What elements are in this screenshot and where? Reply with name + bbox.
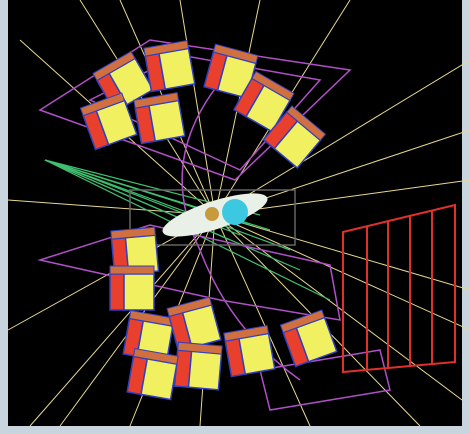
crystal-top [279, 309, 326, 334]
crystal-top [223, 324, 270, 342]
crystal-top [92, 50, 136, 82]
crystal-top [177, 341, 223, 355]
track [214, 59, 470, 216]
outline [129, 189, 296, 246]
crystal-top [110, 226, 156, 240]
vertex [162, 193, 268, 237]
crystal-face [238, 332, 276, 375]
track [214, 214, 311, 427]
crystal-top [109, 265, 155, 275]
panel [342, 203, 456, 374]
crystal-top [166, 296, 213, 317]
track [29, 214, 216, 427]
crystal-face [187, 350, 223, 391]
crystal-top [286, 105, 327, 142]
track [44, 159, 301, 271]
crystal-top [212, 43, 259, 64]
crystal-face [148, 99, 186, 142]
outline [259, 349, 391, 411]
crystal-top [251, 70, 295, 102]
crystal-face [123, 273, 155, 311]
track [44, 159, 291, 251]
crystal-face [140, 358, 178, 401]
muon-panels [342, 203, 456, 374]
crystal-top [79, 92, 126, 117]
crystal-face [158, 47, 196, 90]
track [214, 214, 463, 401]
sphere [205, 207, 219, 221]
crystal-side [109, 273, 125, 311]
crystal-top [133, 91, 180, 109]
crystals [79, 39, 338, 401]
crystal-top [143, 39, 190, 57]
track [179, 0, 216, 216]
crystal-top [132, 347, 179, 365]
sphere [222, 199, 248, 225]
